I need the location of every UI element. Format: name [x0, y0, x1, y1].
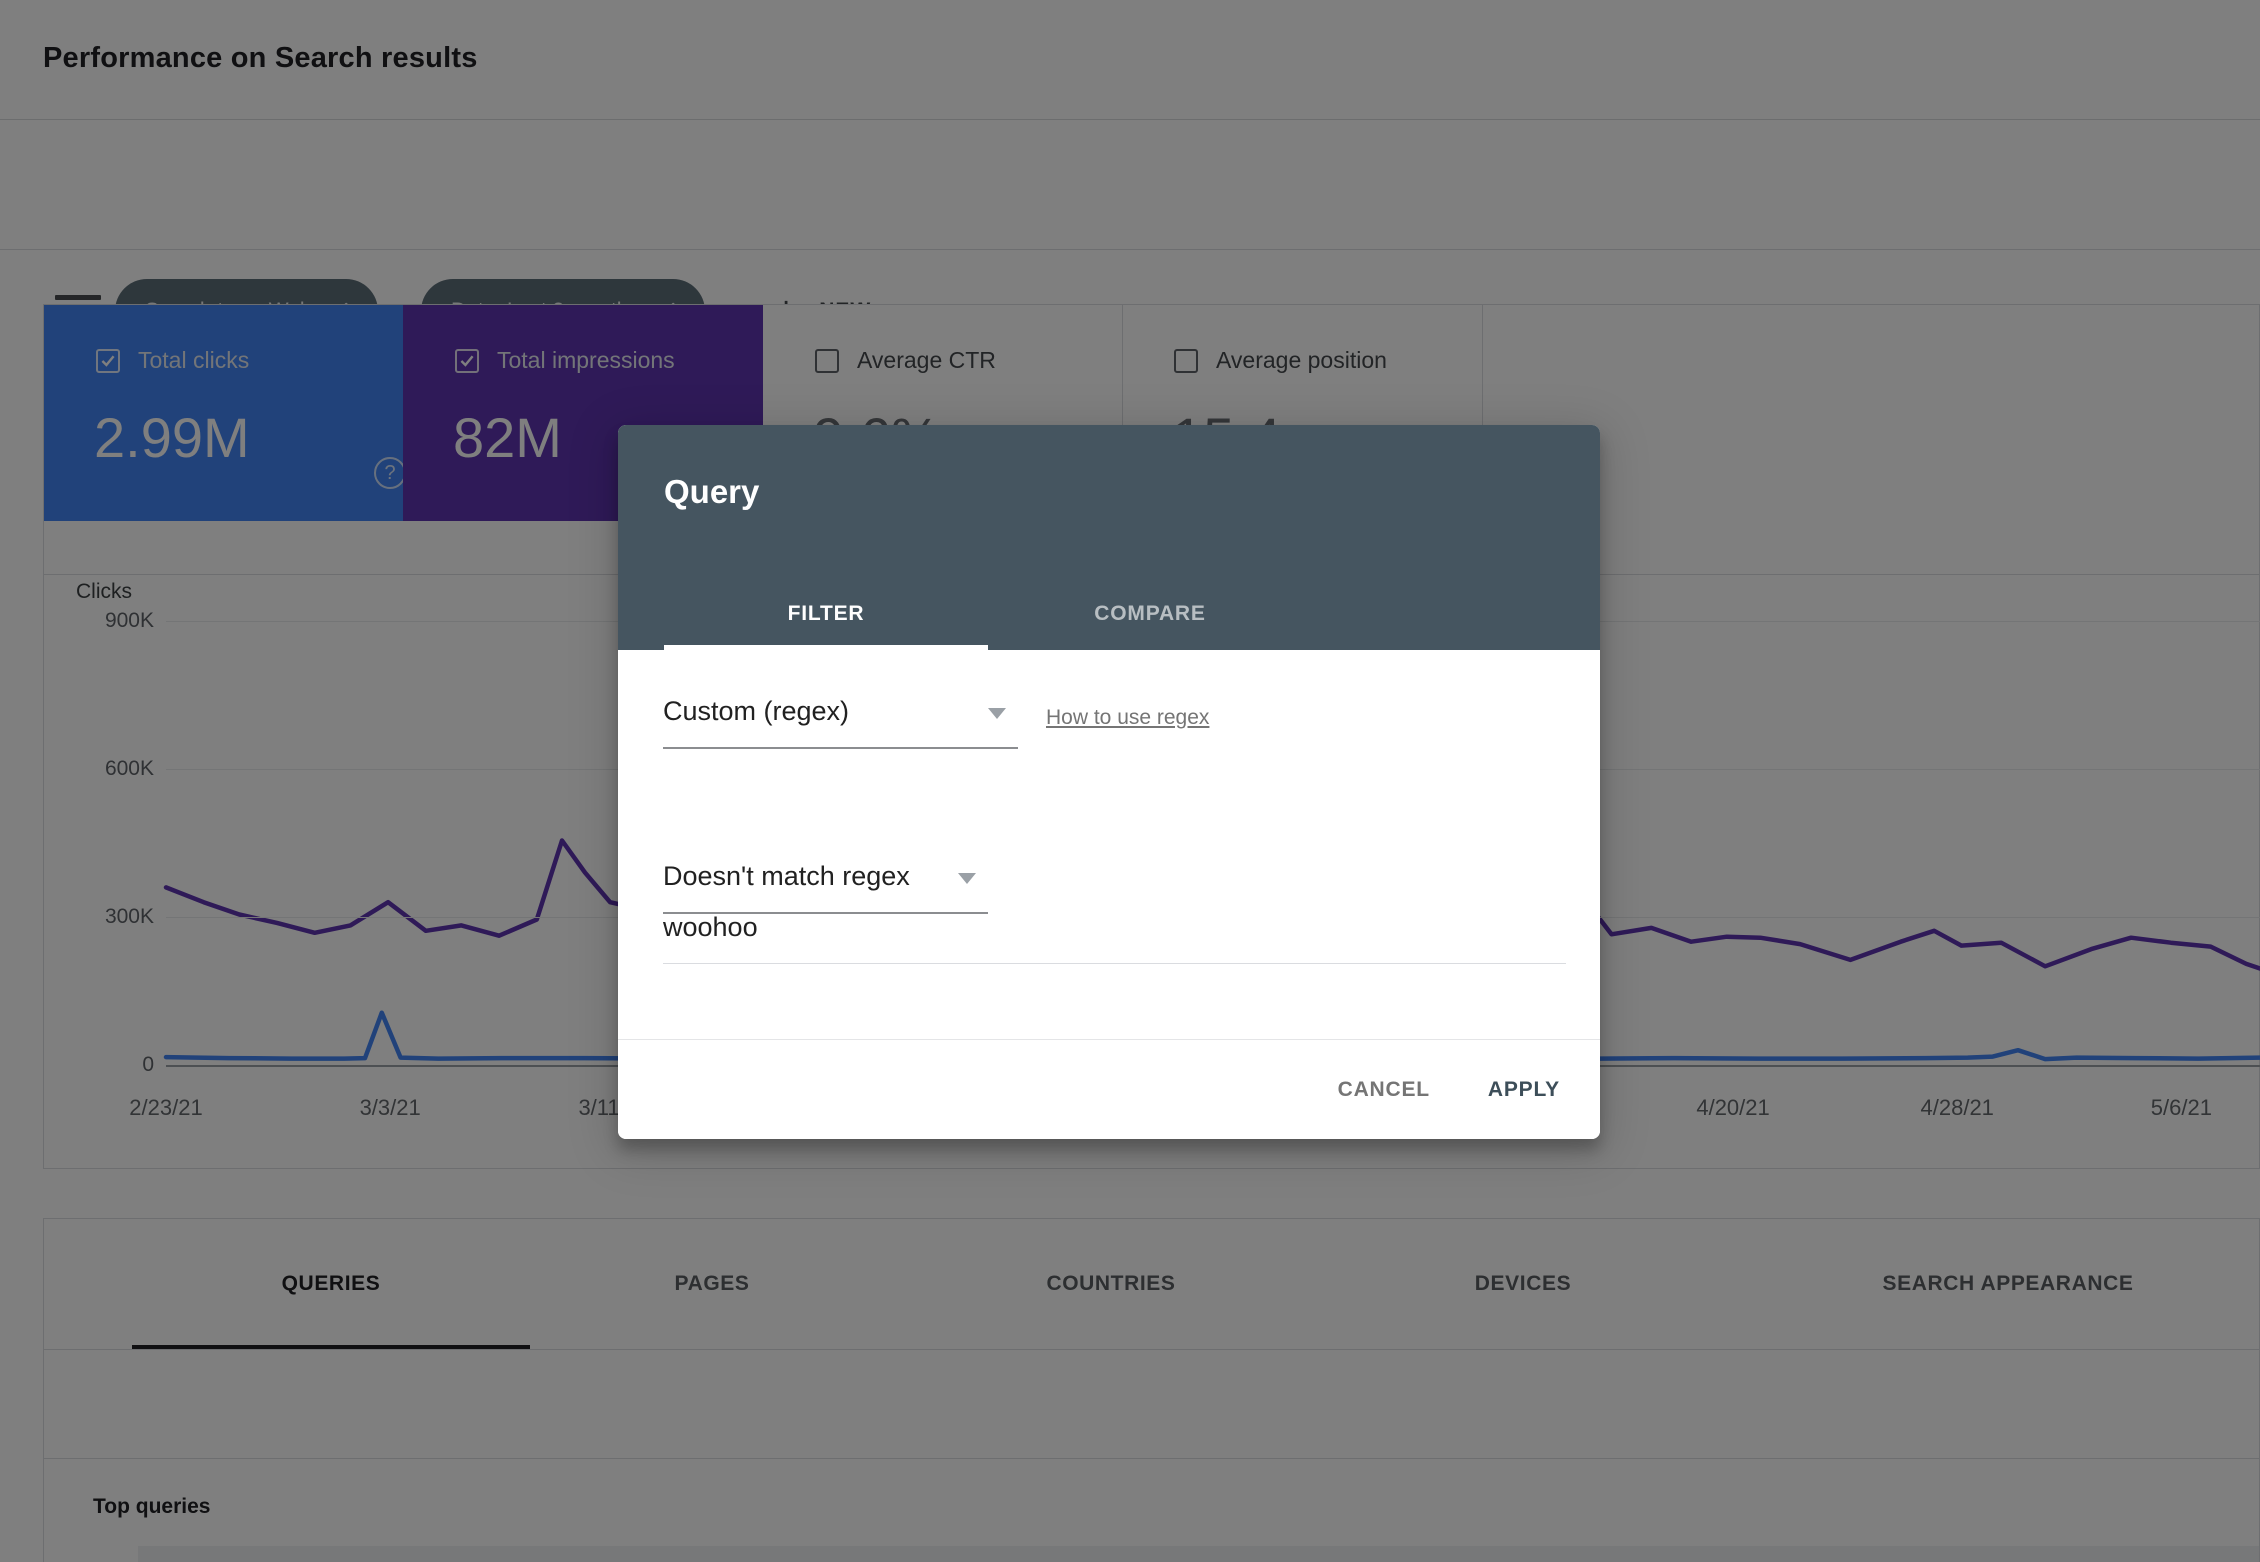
- dialog-title: Query: [664, 473, 760, 510]
- dropdown-arrow-icon: [958, 873, 976, 884]
- cancel-button[interactable]: CANCEL: [1337, 1077, 1430, 1101]
- dialog-footer: CANCEL APPLY: [618, 1039, 1600, 1139]
- regex-help-link[interactable]: How to use regex: [1046, 706, 1210, 729]
- dialog-tab-compare[interactable]: COMPARE: [1094, 602, 1206, 625]
- regex-value-text: woohoo: [663, 912, 758, 942]
- operator-select[interactable]: Doesn't match regex: [663, 861, 988, 914]
- dialog-tab-filter[interactable]: FILTER: [664, 578, 988, 650]
- regex-value-input[interactable]: woohoo: [663, 912, 1566, 964]
- dropdown-arrow-icon: [988, 708, 1006, 719]
- dialog-header: Query FILTER COMPARE: [618, 425, 1600, 650]
- operator-select-value: Doesn't match regex: [663, 861, 910, 891]
- apply-button[interactable]: APPLY: [1487, 1077, 1560, 1101]
- query-filter-dialog: Query FILTER COMPARE Custom (regex) How …: [618, 425, 1600, 1139]
- dimension-select-value: Custom (regex): [663, 696, 850, 726]
- dimension-select[interactable]: Custom (regex): [663, 696, 1018, 749]
- dialog-body: Custom (regex) How to use regex Doesn't …: [618, 650, 1600, 1039]
- dialog-tabs: FILTER COMPARE: [664, 578, 1312, 650]
